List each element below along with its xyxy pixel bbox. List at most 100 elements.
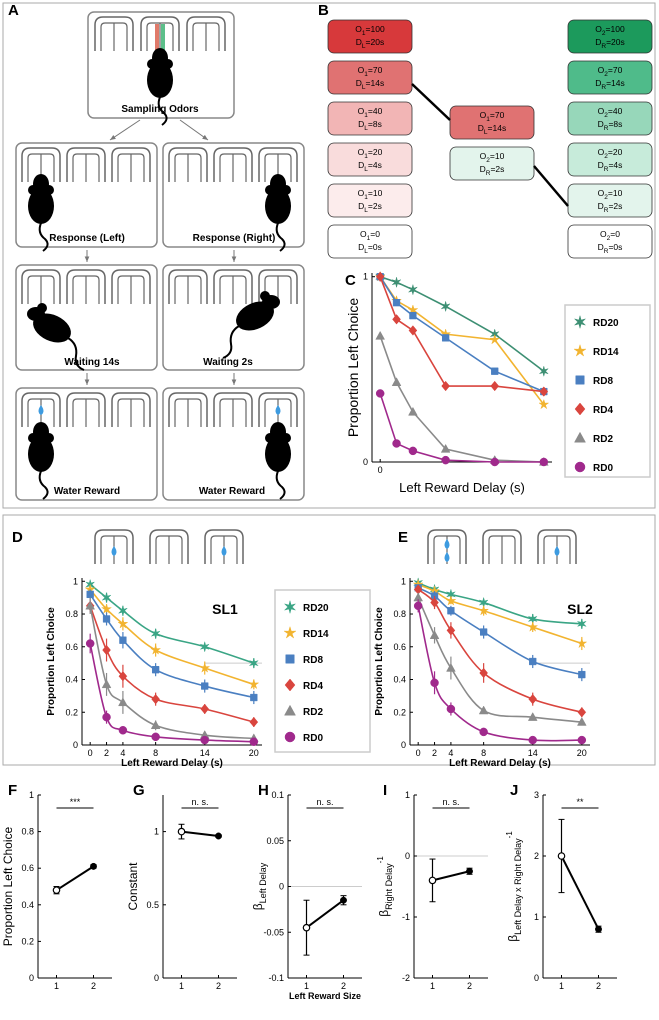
series-line [55,865,95,892]
water-drop [111,546,117,556]
panel-label: H [258,782,269,799]
y-tick-label: -0.1 [268,973,284,983]
x-tick-label: 1 [179,981,184,991]
option-box [327,224,413,259]
marker [428,876,437,885]
mouse-ear [44,185,54,195]
marker [430,597,439,608]
option-text: DR=20s [595,37,625,50]
legend-box [564,304,651,478]
mouse [27,303,85,371]
legend-label: RD4 [593,405,613,416]
marker [446,704,456,714]
text-sub: 2 [604,194,608,201]
series-line [417,587,583,676]
port-outline [94,16,134,51]
option-box [449,146,535,181]
text-sub: 2 [604,112,608,119]
marker [215,832,222,840]
port-icon [168,392,208,427]
marker [151,732,160,742]
marker [392,298,401,307]
label-subscript: Right Delay [384,863,394,910]
option-text: DR=4s [598,160,623,173]
marker [85,639,95,648]
option-text: DL=8s [358,119,382,132]
mouse-tail [275,470,286,500]
text-part: D [358,201,364,211]
series-line [560,855,600,930]
text-part: =70 [490,110,505,120]
y-tick-label: 0.6 [393,642,406,652]
y-axis-label: βLeft Delay [251,862,268,910]
marker [117,604,129,617]
mouse-tail [222,325,240,359]
text-part: =14s [366,78,385,88]
marker [52,886,61,894]
panel-label: A [8,2,19,19]
mouse-tail [275,222,286,252]
mouse-body [28,188,54,224]
text-part: =40 [608,106,623,116]
text-part: =4s [608,160,622,170]
marker [375,271,385,282]
text-part: D [356,37,362,47]
text-part: O [600,229,607,239]
marker [557,852,566,860]
marker [340,896,347,904]
marker [441,380,450,392]
port-outline [204,529,244,564]
text-sub: R [601,43,606,50]
port-outline [21,147,61,182]
marker [375,330,386,340]
port-icon [213,392,253,427]
x-tick-label: 8 [153,748,158,758]
option-text: DR=0s [598,242,623,255]
marker [528,735,537,745]
x-tick-label: 1 [430,981,435,991]
option-text: DL=0s [358,242,382,255]
text-part: =20 [368,147,383,157]
significance-label: ** [576,797,584,807]
marker [527,712,538,721]
marker [151,666,160,674]
option-text: O1=40 [358,106,383,119]
port-outline [258,392,298,427]
port-outline [94,529,134,564]
text-part: D [480,164,486,174]
series-line [379,276,545,393]
marker [538,398,550,410]
port-icon [66,269,106,304]
y-tick-label: 0.4 [65,675,78,685]
panel-label: C [345,272,356,289]
x-tick-label: 14 [200,748,210,758]
port-icon [66,392,106,427]
y-tick-label: 0 [363,457,368,467]
y-tick-label: 0.8 [393,609,406,619]
marker [117,617,129,629]
marker [409,311,417,320]
marker [407,304,419,315]
y-tick-label: 0.6 [65,642,78,652]
text-part: =10 [608,188,623,198]
port-outline [258,147,298,182]
water-drop [554,546,560,556]
marker [177,827,186,836]
text-sub: 2 [486,157,490,164]
text-part: =0 [370,229,380,239]
mouse-ear [28,433,38,443]
series-line [417,597,582,723]
option-text: O1=10 [358,188,383,201]
option-box [327,142,413,177]
port-icon [213,269,253,304]
text-part: =2s [368,201,382,211]
mouse [147,48,173,126]
option-text: DR=2s [480,164,505,177]
label-subscript: Left Delay [258,862,268,903]
text-part: O [358,106,365,116]
text-part: =8s [368,119,382,129]
y-tick-label: 0.5 [146,900,159,910]
option-text: O1=100 [355,24,385,37]
y-tick-label: 0 [401,740,406,750]
port-outline [258,269,298,304]
